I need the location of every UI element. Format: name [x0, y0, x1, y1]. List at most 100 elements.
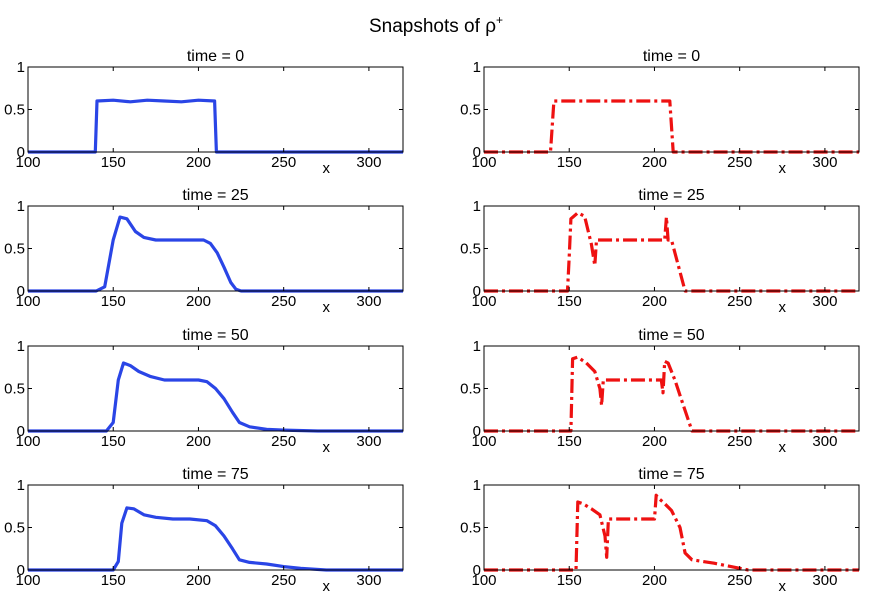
x-tick-label: 250 — [727, 154, 752, 171]
y-tick-label: 0 — [473, 562, 481, 579]
x-tick-label: 200 — [186, 154, 211, 171]
panel-left-3: time = 50 100 150 200 250 300 0 0.5 1 x — [4, 327, 404, 456]
x-tick-label: 300 — [812, 154, 837, 171]
x-axis-label: x — [323, 160, 331, 177]
y-tick-label: 0 — [473, 283, 481, 300]
x-tick-label: 100 — [471, 572, 496, 589]
series-line — [28, 98, 403, 154]
panel-right-1: time = 0 100 150 200 250 300 0 0.5 1 x — [460, 48, 860, 177]
axes-box — [483, 205, 860, 292]
x-axis-label: x — [779, 578, 787, 595]
x-axis-label: x — [779, 299, 787, 316]
x-axis-label: x — [779, 160, 787, 177]
y-tick-label: 0 — [473, 144, 481, 161]
series-line — [28, 215, 403, 293]
y-tick-label: 0.5 — [460, 241, 481, 258]
x-tick-label: 200 — [186, 572, 211, 589]
panel-title: time = 50 — [182, 327, 248, 344]
y-tick-label: 0.5 — [4, 381, 25, 398]
y-tick-label: 1 — [17, 338, 25, 355]
y-tick-label: 1 — [17, 477, 25, 494]
series-line — [484, 211, 859, 293]
x-tick-label: 250 — [271, 433, 296, 450]
y-tick-label: 0 — [17, 283, 25, 300]
x-tick-label: 250 — [727, 433, 752, 450]
figure-title-symbol: ρ — [485, 16, 496, 37]
x-tick-label: 200 — [642, 293, 667, 310]
x-tick-label: 100 — [471, 293, 496, 310]
x-axis-label: x — [779, 439, 787, 456]
series-line — [28, 361, 403, 433]
x-tick-label: 100 — [15, 293, 40, 310]
panel-title: time = 25 — [638, 187, 704, 204]
x-tick-label: 300 — [356, 154, 381, 171]
x-tick-label: 250 — [271, 154, 296, 171]
x-tick-label: 150 — [101, 293, 126, 310]
x-tick-label: 100 — [471, 433, 496, 450]
x-tick-label: 100 — [15, 154, 40, 171]
panel-right-2: time = 25 100 150 200 250 300 0 0.5 1 x — [460, 187, 860, 316]
y-tick-label: 0 — [17, 562, 25, 579]
x-tick-label: 150 — [557, 572, 582, 589]
x-tick-label: 200 — [186, 293, 211, 310]
x-tick-label: 300 — [812, 293, 837, 310]
x-tick-label: 250 — [727, 572, 752, 589]
y-tick-label: 0.5 — [4, 241, 25, 258]
y-tick-label: 0.5 — [4, 520, 25, 537]
y-tick-label: 1 — [473, 338, 481, 355]
x-tick-label: 100 — [15, 433, 40, 450]
y-tick-label: 1 — [473, 198, 481, 215]
x-tick-label: 300 — [356, 572, 381, 589]
x-tick-label: 150 — [557, 293, 582, 310]
x-tick-label: 150 — [101, 154, 126, 171]
y-tick-label: 0 — [17, 144, 25, 161]
y-tick-label: 0.5 — [460, 381, 481, 398]
panel-right-3: time = 50 100 150 200 250 300 0 0.5 1 x — [460, 327, 860, 456]
figure-title-main: Snapshots of — [369, 16, 485, 37]
panel-title: time = 50 — [638, 327, 704, 344]
figure-title: Snapshots of ρ+ — [369, 13, 503, 37]
panel-title: time = 25 — [182, 187, 248, 204]
x-tick-label: 150 — [101, 572, 126, 589]
panel-right-4: time = 75 100 150 200 250 300 0 0.5 1 x — [460, 466, 860, 595]
x-tick-label: 300 — [356, 433, 381, 450]
panel-left-4: time = 75 100 150 200 250 300 0 0.5 1 x — [4, 466, 404, 595]
series-line — [484, 99, 859, 154]
figure-title-sup: + — [496, 13, 503, 27]
y-tick-label: 1 — [17, 198, 25, 215]
x-tick-label: 300 — [812, 433, 837, 450]
axes-box — [483, 345, 860, 432]
x-tick-label: 250 — [271, 572, 296, 589]
x-tick-label: 150 — [101, 433, 126, 450]
y-tick-label: 1 — [473, 59, 481, 76]
x-tick-label: 200 — [186, 433, 211, 450]
panel-left-1: time = 0 100 150 200 250 300 0 0.5 1 x — [4, 48, 404, 177]
series-line — [484, 355, 859, 433]
y-tick-label: 1 — [473, 477, 481, 494]
series-line — [484, 493, 859, 572]
x-tick-label: 200 — [642, 433, 667, 450]
x-axis-label: x — [323, 439, 331, 456]
x-axis-label: x — [323, 299, 331, 316]
series-line — [28, 506, 403, 572]
x-tick-label: 200 — [642, 154, 667, 171]
y-tick-label: 0 — [17, 423, 25, 440]
y-tick-label: 0 — [473, 423, 481, 440]
x-tick-label: 250 — [271, 293, 296, 310]
panel-title: time = 0 — [187, 48, 244, 65]
y-tick-label: 1 — [17, 59, 25, 76]
axes-box — [483, 484, 860, 571]
x-tick-label: 100 — [471, 154, 496, 171]
panel-left-2: time = 25 100 150 200 250 300 0 0.5 1 x — [4, 187, 404, 316]
x-tick-label: 300 — [356, 293, 381, 310]
y-tick-label: 0.5 — [460, 102, 481, 119]
y-tick-label: 0.5 — [4, 102, 25, 119]
x-tick-label: 100 — [15, 572, 40, 589]
panel-title: time = 0 — [643, 48, 700, 65]
y-tick-label: 0.5 — [460, 520, 481, 537]
x-tick-label: 300 — [812, 572, 837, 589]
x-tick-label: 150 — [557, 433, 582, 450]
panel-title: time = 75 — [638, 466, 704, 483]
